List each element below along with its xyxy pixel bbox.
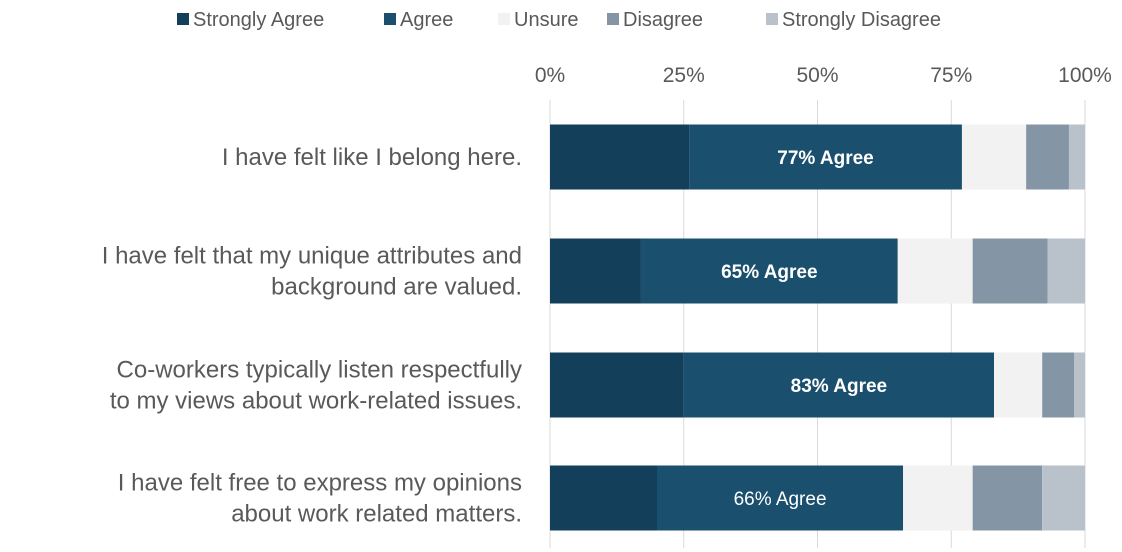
bar-segment-agree: [657, 465, 904, 531]
bar-segment-strongly-disagree: [1042, 465, 1085, 531]
category-label: background are valued.: [271, 274, 522, 301]
bar-segment-strongly-agree: [550, 124, 690, 190]
bar-data-label: 77% Agree: [777, 148, 873, 169]
bar-segment-unsure: [961, 124, 1027, 190]
x-tick-label: 75%: [930, 64, 972, 87]
category-label: to my views about work-related issues.: [110, 388, 522, 415]
category-label: I have felt like I belong here.: [222, 144, 522, 171]
bar-segment-strongly-disagree: [1047, 238, 1085, 304]
bar-segment-disagree: [1026, 124, 1069, 190]
bar-segment-strongly-agree: [550, 352, 684, 418]
category-label: I have felt that my unique attributes an…: [102, 243, 522, 270]
category-label: about work related matters.: [231, 501, 522, 528]
bar-segment-disagree: [972, 465, 1043, 531]
bar-segment-unsure: [897, 238, 973, 304]
bar-data-label: 65% Agree: [721, 262, 817, 283]
x-tick-label: 25%: [663, 64, 705, 87]
bar-segment-unsure: [903, 465, 973, 531]
bar-segment-disagree: [972, 238, 1048, 304]
legend-label: Agree: [400, 9, 453, 31]
bar-segment-agree: [683, 352, 995, 418]
legend-label: Strongly Disagree: [782, 9, 941, 31]
legend-swatch: [607, 13, 619, 25]
category-label: Co-workers typically listen respectfully: [117, 357, 522, 384]
legend-swatch: [766, 13, 778, 25]
bar-segment-agree: [640, 238, 898, 304]
x-tick-label: 50%: [796, 64, 838, 87]
bars: 77% Agree 65% Agree 83% Agree 66% Agree: [550, 124, 1085, 531]
x-tick-label: 100%: [1058, 64, 1112, 87]
bar-segment-strongly-disagree: [1068, 124, 1085, 190]
bar-segment-strongly-disagree: [1074, 352, 1085, 418]
bar-data-label: 83% Agree: [791, 376, 887, 397]
bar-segment-disagree: [1042, 352, 1075, 418]
category-label: I have felt free to express my opinions: [118, 470, 522, 497]
legend-swatch: [177, 13, 189, 25]
bar-segment-strongly-agree: [550, 238, 641, 304]
category-labels: I have felt like I belong here. I have fe…: [102, 144, 522, 528]
bar-segment-strongly-agree: [550, 465, 657, 531]
x-axis-ticks: 0% 25% 50% 75% 100%: [535, 64, 1112, 87]
x-tick-label: 0%: [535, 64, 565, 87]
bar-data-label: 66% Agree: [734, 489, 827, 510]
legend: Strongly Agree Agree Unsure Disagree Strongl…: [177, 9, 941, 31]
legend-label: Unsure: [514, 9, 578, 31]
legend-label: Disagree: [623, 9, 703, 31]
legend-swatch: [498, 13, 510, 25]
legend-label: Strongly Agree: [193, 9, 324, 31]
legend-swatch: [384, 13, 396, 25]
bar-segment-agree: [689, 124, 962, 190]
bar-segment-unsure: [994, 352, 1043, 418]
